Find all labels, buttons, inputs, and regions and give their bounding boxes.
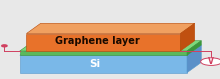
Polygon shape (187, 41, 201, 55)
Text: Si: Si (90, 59, 101, 69)
Text: V: V (208, 57, 214, 66)
Polygon shape (180, 23, 195, 51)
Polygon shape (20, 55, 187, 73)
Polygon shape (187, 45, 201, 73)
Polygon shape (20, 51, 187, 55)
Text: Graphene layer: Graphene layer (55, 36, 140, 46)
Circle shape (2, 45, 7, 47)
Polygon shape (20, 45, 201, 55)
Polygon shape (26, 23, 195, 34)
Circle shape (201, 58, 220, 65)
Polygon shape (26, 34, 180, 51)
Polygon shape (20, 41, 201, 51)
